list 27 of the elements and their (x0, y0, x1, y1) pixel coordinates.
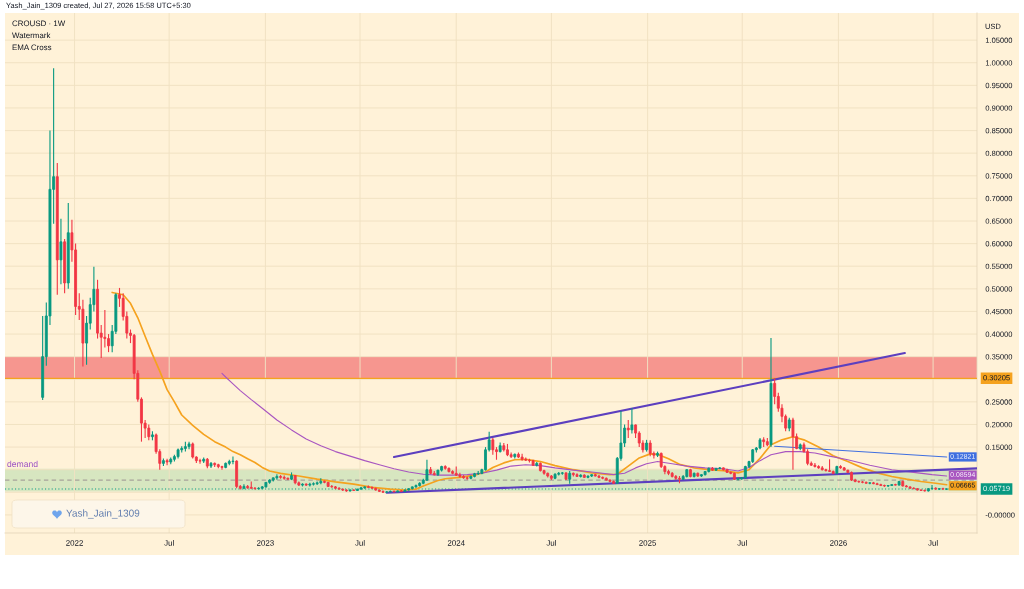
candlestick (290, 471, 293, 481)
candlestick (473, 472, 476, 478)
candlestick (59, 218, 63, 285)
candlestick (872, 481, 875, 485)
candlestick (301, 482, 304, 487)
candlestick (791, 417, 795, 471)
candlestick (275, 473, 279, 481)
candlestick (506, 443, 509, 457)
candlestick (689, 468, 692, 478)
band-label: demand (7, 460, 38, 468)
candlestick (773, 377, 777, 405)
candlestick (626, 419, 630, 439)
candlestick (930, 484, 934, 491)
candlestick (630, 407, 634, 435)
annotation: Yash_Jain_1309 (66, 509, 140, 519)
candlestick (678, 475, 681, 484)
candlestick (839, 464, 842, 470)
candlestick (861, 480, 864, 484)
candlestick (850, 470, 853, 482)
candlestick (656, 451, 659, 458)
candlestick (667, 469, 670, 476)
candlestick (231, 456, 235, 465)
candlestick (315, 480, 319, 486)
candlestick (392, 489, 396, 493)
candlestick (312, 481, 315, 487)
candlestick (323, 479, 326, 484)
candlestick (198, 458, 202, 465)
